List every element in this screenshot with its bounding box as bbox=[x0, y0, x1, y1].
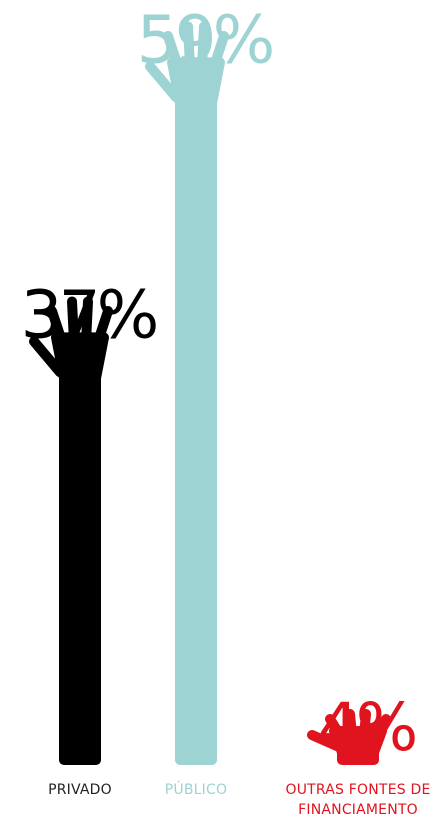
value-label: 4% bbox=[318, 689, 416, 766]
hand-bar bbox=[145, 21, 229, 765]
value-label: 37% bbox=[21, 277, 157, 354]
value-label: 59% bbox=[137, 2, 273, 79]
category-label: PÚBLICO bbox=[164, 782, 228, 798]
chart: 37% 59% 4% bbox=[21, 2, 420, 767]
category-label: OUTRAS FONTES DE FINANCIAMENTO bbox=[285, 782, 431, 818]
hand-bar bbox=[29, 296, 113, 765]
hand-bar bbox=[307, 709, 391, 765]
category-label: PRIVADO bbox=[48, 782, 112, 798]
